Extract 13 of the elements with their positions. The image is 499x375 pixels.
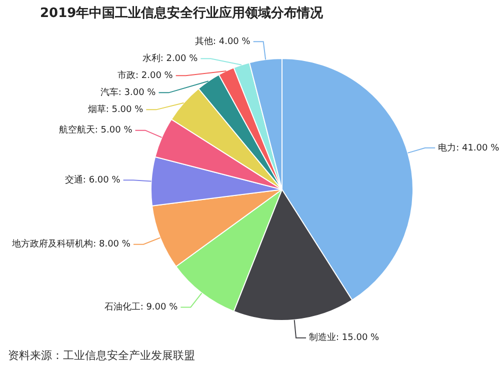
slice-label: 汽车: 3.00 % xyxy=(100,87,156,98)
slice-label: 烟草: 5.00 % xyxy=(88,104,144,116)
slice-label: 地方政府及科研机构: 8.00 % xyxy=(11,238,131,250)
slice-label: 其他: 4.00 % xyxy=(194,36,251,48)
slice-label: 电力: 41.00 % xyxy=(438,142,499,154)
slice-label: 制造业: 15.00 % xyxy=(309,332,380,344)
chart-title: 2019年中国工业信息安全行业应用领域分布情况 xyxy=(39,4,324,23)
slice-label: 交通: 6.00 % xyxy=(64,174,121,186)
text: 资料来源：工业信息安全产业发展联盟 xyxy=(8,348,195,363)
slice-label: 航空航天: 5.00 % xyxy=(58,124,133,136)
slice-label: 石油化工: 9.00 % xyxy=(104,302,178,313)
slice-label: 市政: 2.00 % xyxy=(117,70,174,82)
slice-label: 水利: 2.00 % xyxy=(142,53,198,64)
